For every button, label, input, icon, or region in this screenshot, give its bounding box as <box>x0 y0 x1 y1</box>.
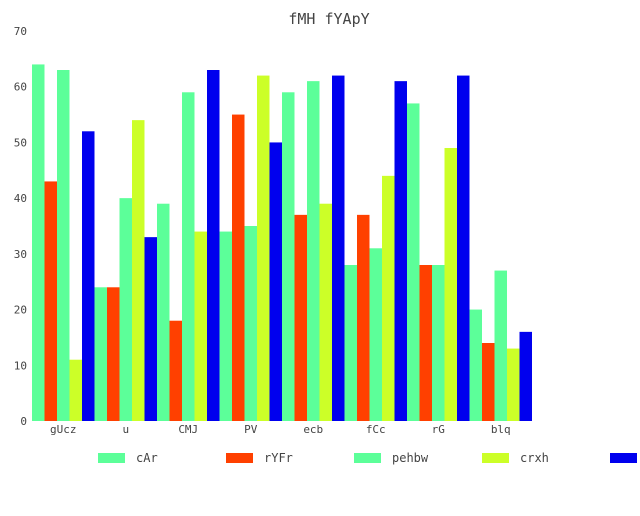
bar-pehbw-PV <box>244 226 257 421</box>
bar-crxh-fCc <box>382 175 395 421</box>
x-tick-label: fCc <box>366 423 386 436</box>
bar-rYFr-u <box>107 287 120 421</box>
bar-crxh-ecb <box>319 203 332 421</box>
bar-crxh-CMJ <box>194 231 207 421</box>
bar-pehbw-blq <box>494 270 507 421</box>
legend-swatch-crxh <box>482 453 509 463</box>
legend-swatch-cAr <box>98 453 125 463</box>
bar-crxh-gUcz <box>69 359 82 421</box>
bar-rYFr-PV <box>232 114 245 421</box>
bar-pehbw-fCc <box>369 248 382 421</box>
legend: cArrYFrpehbwcrxhrUBuN <box>98 451 637 465</box>
y-tick-label: 40 <box>14 192 27 205</box>
bar-cAr-u <box>94 287 107 421</box>
y-tick-label: 0 <box>20 415 27 428</box>
y-tick-label: 30 <box>14 248 27 261</box>
bar-cAr-rG <box>407 103 420 422</box>
legend-swatch-rYFr <box>226 453 253 463</box>
bar-pehbw-ecb <box>307 81 320 421</box>
y-axis-ticks: 0 10 20 30 40 50 60 70 <box>14 25 27 428</box>
bar-cAr-gUcz <box>32 64 45 422</box>
bar-cAr-PV <box>219 231 232 421</box>
y-tick-label: 50 <box>14 136 27 149</box>
bar-crxh-blq <box>507 348 520 421</box>
bar-rUBuN-rG <box>457 75 470 421</box>
chart-title: fMH fYApY <box>288 10 369 28</box>
bar-rYFr-rG <box>419 265 432 421</box>
bar-rUBuN-PV <box>269 142 282 421</box>
bar-rUBuN-CMJ <box>207 70 220 421</box>
bar-rYFr-fCc <box>357 214 370 421</box>
y-tick-label: 10 <box>14 359 27 372</box>
bar-rYFr-ecb <box>294 214 307 421</box>
y-tick-label: 70 <box>14 25 27 38</box>
bar-cAr-fCc <box>344 265 357 421</box>
bar-rUBuN-gUcz <box>82 131 95 422</box>
bar-rUBuN-fCc <box>394 81 407 421</box>
x-tick-label: rG <box>432 423 445 436</box>
bars <box>32 64 532 422</box>
x-tick-label: CMJ <box>178 423 198 436</box>
bar-rYFr-gUcz <box>44 181 57 421</box>
bar-rUBuN-ecb <box>332 75 345 421</box>
legend-swatch-rUBuN <box>610 453 637 463</box>
x-tick-label: gUcz <box>50 423 77 436</box>
bar-rYFr-CMJ <box>169 320 182 421</box>
legend-label: pehbw <box>392 451 429 465</box>
bar-crxh-PV <box>257 75 270 421</box>
bar-crxh-u <box>132 120 145 421</box>
x-tick-label: u <box>122 423 129 436</box>
legend-swatch-pehbw <box>354 453 381 463</box>
bar-pehbw-rG <box>432 265 445 421</box>
bar-rUBuN-u <box>144 237 157 421</box>
bar-rYFr-blq <box>482 343 495 421</box>
bar-pehbw-gUcz <box>57 70 70 421</box>
legend-label: rYFr <box>264 451 293 465</box>
legend-label: crxh <box>520 451 549 465</box>
bar-crxh-rG <box>444 148 457 421</box>
bar-cAr-blq <box>469 309 482 421</box>
x-axis-ticks: gUcz u CMJ PV ecb fCc rG blq <box>50 423 511 436</box>
x-tick-label: blq <box>491 423 511 436</box>
x-tick-label: ecb <box>303 423 323 436</box>
legend-label: cAr <box>136 451 158 465</box>
y-tick-label: 20 <box>14 304 27 317</box>
bar-pehbw-CMJ <box>182 92 195 421</box>
bar-cAr-ecb <box>282 92 295 421</box>
bar-pehbw-u <box>119 198 132 421</box>
x-tick-label: PV <box>244 423 258 436</box>
y-tick-label: 60 <box>14 81 27 94</box>
bar-cAr-CMJ <box>157 203 170 421</box>
bar-rUBuN-blq <box>519 331 532 421</box>
